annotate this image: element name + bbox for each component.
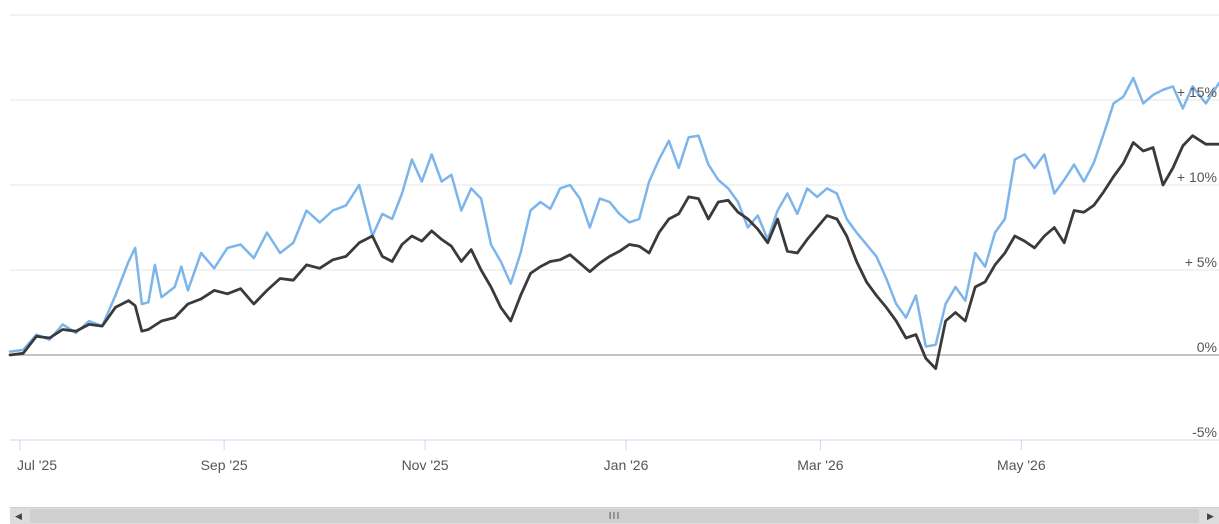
scroll-right-button[interactable]: ▶ [1202, 508, 1219, 524]
line-chart: -5% 0% + 5% + 10% + 15% Jul '25 Sep '25 Nov '2… [8, 14, 1219, 473]
navigator-scrollbar[interactable]: ◀ III ▶ [10, 507, 1219, 524]
y-tick-label: 0% [1197, 339, 1217, 355]
series-group [8, 76, 1219, 370]
x-tick-label: Mar '26 [797, 457, 843, 473]
y-tick-label: -5% [1192, 424, 1217, 440]
x-tick-label: Jan '26 [604, 457, 649, 473]
y-axis-labels: -5% 0% + 5% + 10% + 15% [1177, 84, 1217, 440]
x-tick-label: Jul '25 [17, 457, 57, 473]
x-axis: Jul '25 Sep '25 Nov '25 Jan '26 Mar '26 May '… [10, 439, 1219, 473]
y-tick-label: + 5% [1185, 254, 1217, 270]
grip-icon: III [608, 510, 621, 522]
y-tick-label: + 15% [1177, 84, 1217, 100]
scroll-left-button[interactable]: ◀ [10, 508, 27, 524]
series-line-2 [8, 134, 1219, 370]
x-tick-label: Sep '25 [201, 457, 248, 473]
series-line-1 [8, 76, 1219, 353]
y-tick-label: + 10% [1177, 169, 1217, 185]
chevron-left-icon: ◀ [15, 510, 22, 521]
grid-lines [10, 14, 1219, 356]
x-tick-label: May '26 [997, 457, 1046, 473]
chevron-right-icon: ▶ [1207, 510, 1214, 521]
x-tick-label: Nov '25 [402, 457, 449, 473]
scrollbar-thumb[interactable]: III [30, 509, 1199, 523]
